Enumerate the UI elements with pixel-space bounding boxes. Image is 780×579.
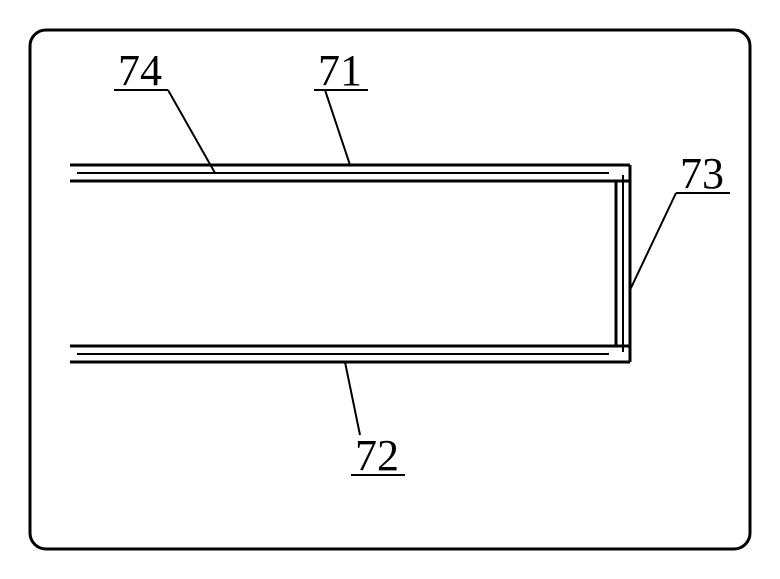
label-73: 73 <box>680 149 724 198</box>
label-71-leader <box>325 90 350 165</box>
label-74-leader <box>168 90 215 173</box>
label-74: 74 <box>118 46 162 95</box>
label-72: 72 <box>355 431 399 480</box>
label-71: 71 <box>318 46 362 95</box>
label-73-leader <box>630 193 676 290</box>
label-72-leader <box>345 362 360 435</box>
